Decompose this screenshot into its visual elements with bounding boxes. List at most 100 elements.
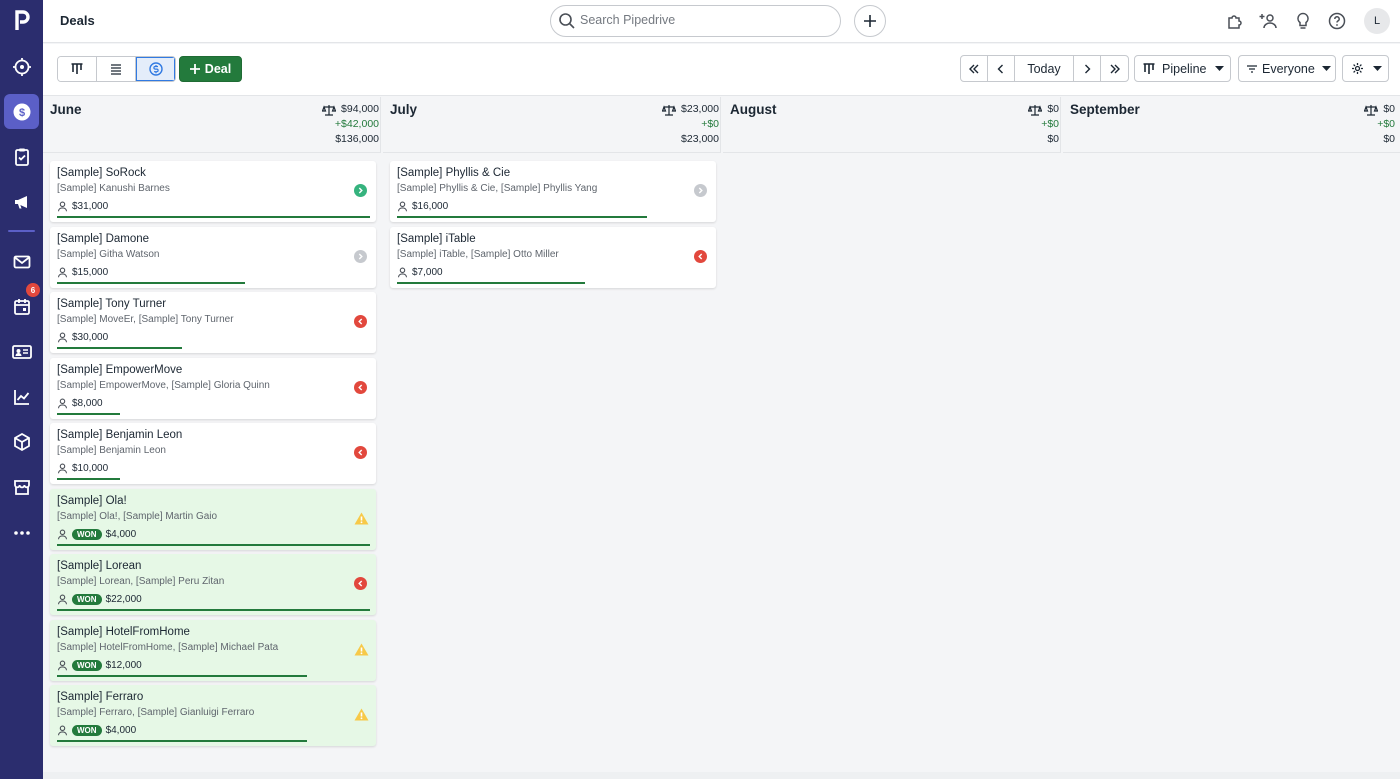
deal-contact: [Sample] MoveEr, [Sample] Tony Turner — [57, 314, 234, 325]
owner-filter-dropdown[interactable]: Everyone — [1238, 55, 1336, 82]
status-next-activity-icon — [354, 184, 367, 197]
deal-progress-bar — [57, 281, 245, 284]
status-overdue-icon — [354, 315, 367, 328]
deal-title[interactable]: [Sample] EmpowerMove — [57, 363, 183, 376]
search-box[interactable] — [550, 5, 841, 37]
today-button[interactable]: Today — [1015, 56, 1074, 81]
deal-card[interactable]: [Sample] Ola! [Sample] Ola!, [Sample] Mar… — [50, 488, 376, 550]
chevron-left-icon — [997, 64, 1003, 73]
warning-icon — [354, 512, 369, 525]
deal-card[interactable]: [Sample] Lorean [Sample] Lorean, [Sample]… — [50, 554, 376, 615]
deal-card[interactable]: [Sample] iTable [Sample] iTable, [Sample]… — [390, 226, 716, 288]
column-added: +$0 — [701, 118, 719, 130]
deal-card[interactable]: [Sample] Phyllis & Cie [Sample] Phyllis &… — [390, 161, 716, 222]
next-period-button[interactable] — [1074, 56, 1101, 81]
pipeline-dropdown[interactable]: Pipeline — [1134, 55, 1231, 82]
pipeline-view-button[interactable] — [58, 57, 97, 81]
deal-card[interactable]: [Sample] Damone [Sample] Githa Watson $15,… — [50, 226, 376, 288]
megaphone-icon — [14, 195, 27, 208]
deal-contact: [Sample] Ferraro, [Sample] Gianluigi Fer… — [57, 707, 255, 718]
deal-card[interactable]: [Sample] Ferraro [Sample] Ferraro, [Sampl… — [50, 685, 376, 746]
search-input[interactable] — [580, 13, 830, 27]
avatar[interactable]: L — [1364, 8, 1390, 34]
deal-progress-bar — [57, 674, 308, 677]
deal-progress-bar — [57, 609, 370, 611]
deal-contact: [Sample] EmpowerMove, [Sample] Gloria Qu… — [57, 379, 270, 391]
sidebar-item-marketplace[interactable] — [4, 469, 39, 504]
settings-dropdown[interactable] — [1342, 55, 1389, 82]
column-sum: $0 — [1047, 133, 1059, 145]
help-button[interactable] — [1327, 11, 1347, 31]
sidebar-item-activities[interactable] — [4, 139, 39, 174]
caret-down-icon — [1215, 65, 1225, 71]
pipeline-dropdown-label: Pipeline — [1162, 61, 1207, 76]
box-icon — [13, 432, 30, 451]
deal-value: $4,000 — [105, 725, 137, 736]
tips-button[interactable] — [1293, 11, 1313, 31]
deal-card[interactable]: [Sample] Tony Turner [Sample] MoveEr, [Sa… — [50, 292, 376, 353]
last-period-button[interactable] — [1101, 56, 1128, 81]
deal-progress-bar — [57, 543, 370, 546]
deal-title[interactable]: [Sample] Lorean — [57, 560, 142, 572]
deal-title[interactable]: [Sample] Ola! — [57, 494, 127, 507]
pipeline-icon — [71, 63, 83, 74]
top-bar: Deals L — [43, 0, 1400, 43]
chart-icon — [13, 389, 29, 405]
sidebar-item-more[interactable] — [4, 515, 39, 550]
sidebar-item-calendar[interactable] — [4, 289, 39, 324]
sidebar-item-deals[interactable]: $ — [4, 94, 39, 129]
deal-title[interactable]: [Sample] Tony Turner — [57, 298, 167, 310]
more-icon — [13, 530, 30, 535]
column-header-july: July $23,000 +$0 $23,000 — [383, 97, 721, 153]
pipedrive-logo[interactable] — [0, 0, 43, 40]
first-period-button[interactable] — [961, 56, 988, 81]
column-name: June — [50, 102, 82, 117]
deal-progress-bar — [57, 478, 120, 480]
deal-contact: [Sample] Phyllis & Cie, [Sample] Phyllis… — [397, 183, 598, 194]
deal-value: $7,000 — [412, 266, 443, 278]
deal-progress-bar — [57, 347, 183, 349]
sidebar-item-insights[interactable] — [4, 379, 39, 414]
sidebar-item-campaigns[interactable] — [4, 184, 39, 219]
deal-title[interactable]: [Sample] SoRock — [57, 167, 146, 179]
sidebar-item-leads[interactable] — [4, 49, 39, 84]
sidebar-item-mail[interactable] — [4, 244, 39, 279]
deal-contact: [Sample] Benjamin Leon — [57, 445, 166, 456]
deal-progress-bar — [57, 412, 120, 415]
forecast-view-button[interactable] — [136, 57, 175, 81]
person-icon — [57, 725, 68, 736]
add-deal-button[interactable]: Deal — [179, 56, 242, 82]
deal-title[interactable]: [Sample] Phyllis & Cie — [397, 167, 511, 179]
deal-title[interactable]: [Sample] Benjamin Leon — [57, 429, 183, 441]
previous-period-button[interactable] — [988, 56, 1015, 81]
sidebar-item-contacts[interactable] — [4, 334, 39, 369]
column-name: August — [730, 102, 777, 117]
deal-progress-bar — [397, 216, 648, 218]
person-icon — [57, 529, 68, 540]
forecast-icon — [148, 62, 163, 76]
deal-title[interactable]: [Sample] HotelFromHome — [57, 625, 190, 638]
deal-card[interactable]: [Sample] Benjamin Leon [Sample] Benjamin … — [50, 423, 376, 484]
deal-value: $30,000 — [72, 332, 109, 343]
status-overdue-icon — [354, 446, 367, 459]
column-added: +$0 — [1041, 118, 1059, 130]
quick-add-button[interactable] — [854, 5, 886, 37]
list-view-button[interactable] — [97, 57, 136, 81]
deal-card[interactable]: [Sample] HotelFromHome [Sample] HotelFrom… — [50, 619, 376, 681]
person-icon — [397, 201, 408, 212]
column-total: $23,000 — [681, 103, 719, 115]
deal-contact: [Sample] Lorean, [Sample] Peru Zitan — [57, 576, 225, 587]
deal-card[interactable]: [Sample] EmpowerMove [Sample] EmpowerMove… — [50, 357, 376, 419]
scale-icon — [1364, 104, 1379, 116]
deal-progress-bar — [57, 216, 370, 218]
invite-users-button[interactable] — [1258, 11, 1278, 31]
deal-card[interactable]: [Sample] SoRock [Sample] Kanushi Barnes $3… — [50, 161, 376, 222]
deal-contact: [Sample] iTable, [Sample] Otto Miller — [397, 248, 559, 260]
sidebar-item-products[interactable] — [4, 424, 39, 459]
deal-title[interactable]: [Sample] Damone — [57, 232, 150, 245]
deal-title[interactable]: [Sample] iTable — [397, 232, 476, 245]
deal-title[interactable]: [Sample] Ferraro — [57, 691, 144, 703]
won-badge: WON — [72, 528, 102, 540]
dollar-icon: $ — [13, 103, 30, 120]
extensions-button[interactable] — [1225, 11, 1245, 31]
